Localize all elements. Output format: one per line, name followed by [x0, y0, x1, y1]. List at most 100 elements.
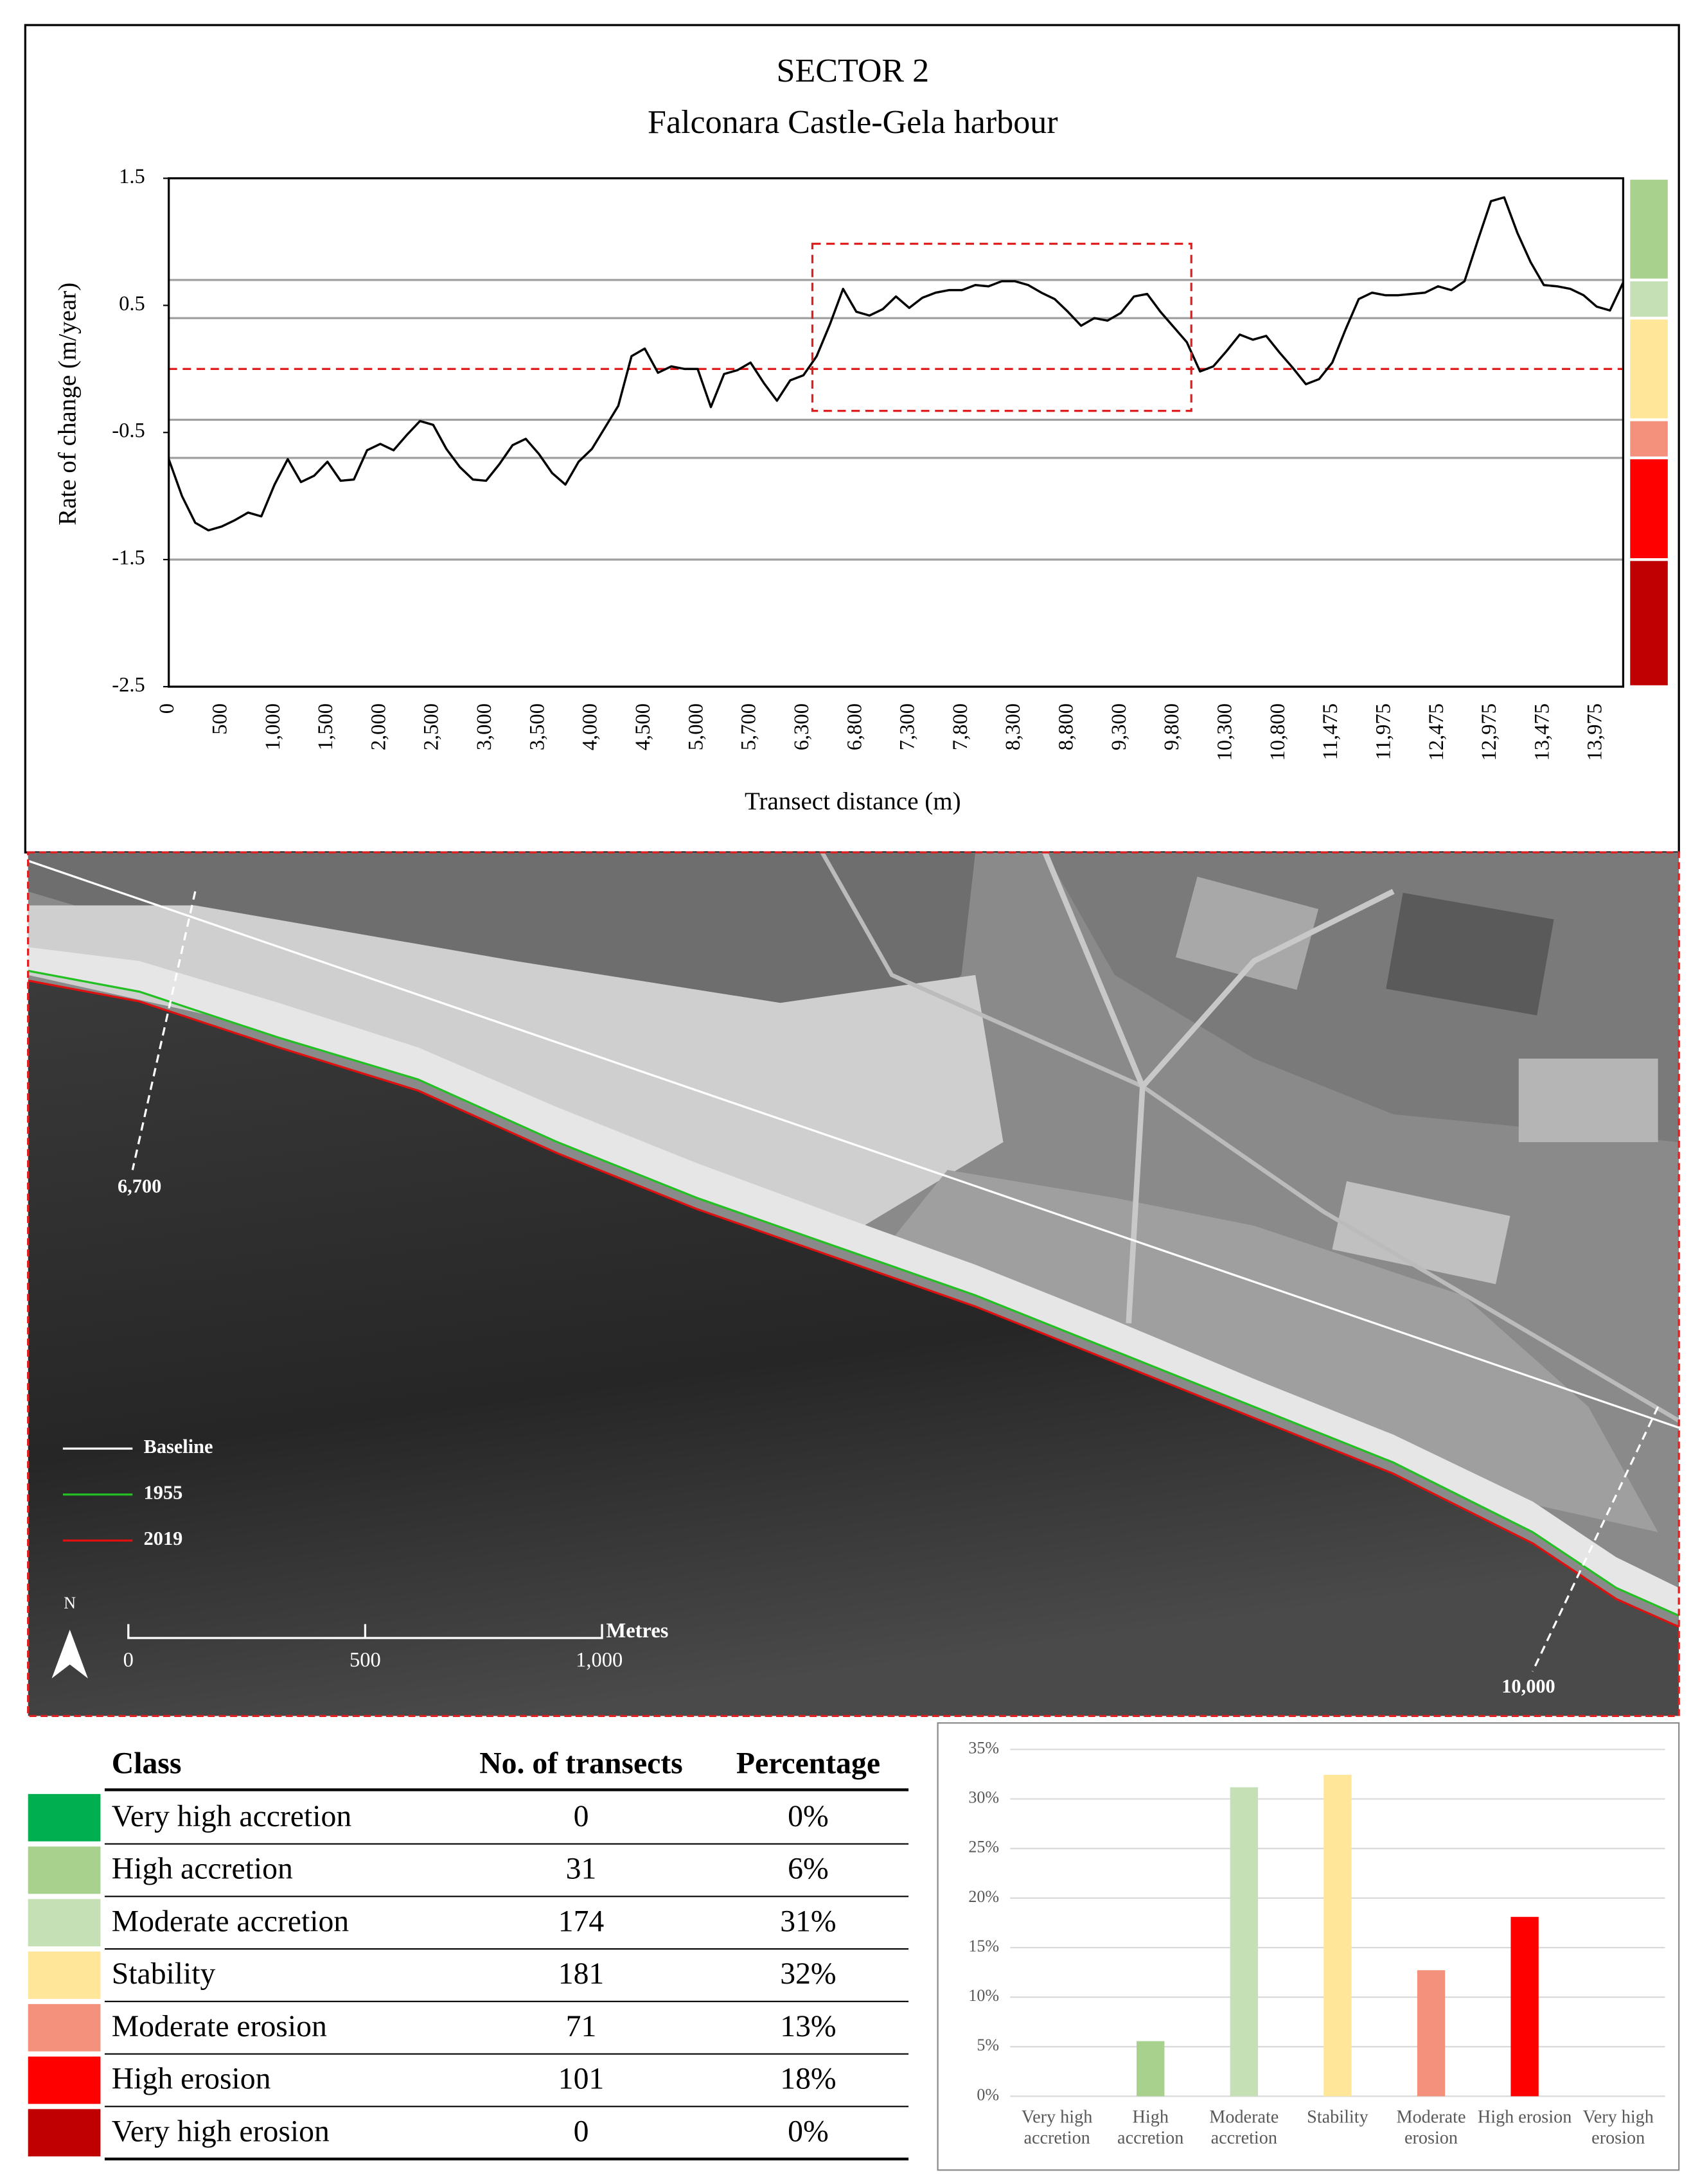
- scale-label: 1,000: [576, 1648, 623, 1671]
- north-label: N: [64, 1594, 76, 1612]
- table-cell: 0%: [788, 1799, 829, 1833]
- table-cell: 71: [566, 2009, 597, 2043]
- legend-label: 2019: [144, 1528, 183, 1549]
- map: [28, 852, 1679, 1716]
- baseline: [28, 859, 1679, 1429]
- class-swatch: [28, 2056, 101, 2104]
- y-tick-label: 35%: [968, 1738, 999, 1757]
- table-cell: 181: [558, 1957, 605, 1991]
- x-tick-label: 2,000: [367, 703, 390, 750]
- class-swatch: [28, 1899, 101, 1947]
- table-cell: 101: [558, 2062, 605, 2096]
- class-swatch: [28, 1846, 101, 1894]
- north-arrow: [51, 1629, 88, 1678]
- dunes: [28, 905, 1004, 1226]
- table-cell: Very high erosion: [112, 2114, 330, 2148]
- x-tick-label-box: High accretion: [1117, 2106, 1184, 2148]
- class-swatch: [28, 2109, 101, 2157]
- transect: [1532, 1406, 1660, 1672]
- x-axis-title: Transect distance (m): [745, 788, 961, 815]
- y-tick-label: 15%: [968, 1937, 999, 1955]
- y-tick-label: -2.5: [112, 673, 145, 696]
- bar: [1137, 2041, 1165, 2097]
- legend-label: 1955: [144, 1482, 183, 1504]
- x-tick-label: High accretion: [1117, 2106, 1184, 2148]
- y-tick-label: 20%: [968, 1887, 999, 1906]
- scale-bar: [127, 1624, 603, 1639]
- class-swatch: [28, 1793, 101, 1842]
- x-tick-label: 13,475: [1530, 703, 1554, 761]
- road: [1140, 888, 1395, 1089]
- y-tick-label: -0.5: [112, 419, 145, 443]
- legend-label: Baseline: [144, 1436, 213, 1457]
- y-axis-title: Rate of change (m/year): [54, 283, 82, 525]
- field: [1175, 876, 1319, 990]
- field: [1332, 1181, 1510, 1285]
- x-tick-label: 4,000: [579, 703, 602, 750]
- y-tick-label: 0%: [977, 2085, 999, 2104]
- x-tick-label: 3,500: [526, 703, 549, 750]
- table-cell: Moderate erosion: [112, 2009, 327, 2043]
- line-chart: -2.5 -1.5 -0.5 0.5 1.5 0 500 1,000 1,500 2,000 2,5…: [112, 165, 1668, 761]
- x-tick-label: Moderate erosion: [1396, 2106, 1466, 2148]
- x-tick-label: 1,500: [314, 703, 337, 750]
- table-cell: High erosion: [112, 2062, 271, 2096]
- class-table: Class No. of transects Percentage Very high…: [28, 1746, 909, 2161]
- table-cell: 0: [574, 1799, 589, 1833]
- x-tick-label-box: Stability: [1307, 2106, 1368, 2127]
- table-cell: High accretion: [112, 1852, 293, 1886]
- table-cell: Moderate accretion: [112, 1904, 350, 1938]
- scale-label: 0: [123, 1648, 134, 1671]
- class-color-band: [1630, 561, 1668, 685]
- table-header: Percentage: [736, 1746, 880, 1780]
- field: [1518, 1058, 1658, 1143]
- x-tick-label: 6,800: [843, 703, 866, 750]
- table-cell: 18%: [780, 2062, 836, 2096]
- x-tick-label: 8,300: [1002, 703, 1025, 750]
- table-cell: 6%: [788, 1852, 829, 1886]
- bar: [1324, 1774, 1352, 2097]
- transect-label: 6,700: [118, 1176, 161, 1197]
- x-tick-label: 10,300: [1214, 703, 1237, 761]
- table-header: Class: [112, 1746, 182, 1780]
- x-tick-label: 9,300: [1108, 703, 1131, 750]
- x-tick-label: 11,475: [1319, 703, 1342, 760]
- scale-label: 500: [350, 1648, 381, 1671]
- x-tick-label: 6,300: [790, 703, 813, 750]
- chart-title: SECTOR 2: [777, 53, 930, 89]
- shoreline-2019: [28, 979, 1679, 1628]
- x-tick-label-box: Moderate accretion: [1209, 2106, 1279, 2148]
- shoreline-1955: [28, 969, 1679, 1617]
- x-tick-label: 3,000: [473, 703, 496, 750]
- x-tick-label-box: Moderate erosion: [1396, 2106, 1466, 2148]
- highlight-box: [811, 242, 1192, 412]
- bar: [1510, 1917, 1539, 2097]
- y-tick-label: 25%: [968, 1838, 999, 1856]
- x-tick-label: 8,800: [1055, 703, 1078, 750]
- class-color-band: [1630, 179, 1668, 279]
- map-border: [27, 851, 1680, 1718]
- x-tick-label: 12,475: [1425, 703, 1448, 761]
- table-cell: 13%: [780, 2009, 836, 2043]
- x-tick-label: 500: [208, 703, 231, 735]
- x-tick-label: 1,000: [261, 703, 285, 750]
- scale-unit: Metres: [607, 1619, 669, 1642]
- y-tick-label: 0.5: [119, 292, 145, 315]
- fields: [892, 1170, 1658, 1533]
- x-tick-label: 4,500: [632, 703, 655, 750]
- class-swatch: [28, 1951, 101, 1999]
- sea: [28, 980, 1679, 1716]
- class-color-band: [1630, 421, 1668, 457]
- x-tick-label: 7,300: [896, 703, 919, 750]
- x-tick-label: Very high accretion: [1021, 2106, 1093, 2148]
- table-cell: Very high accretion: [112, 1799, 352, 1833]
- y-tick-label: 5%: [977, 2036, 999, 2054]
- class-color-band: [1630, 281, 1668, 317]
- x-tick-label: Stability: [1307, 2106, 1368, 2127]
- x-tick-label: High erosion: [1477, 2106, 1572, 2127]
- x-tick-label-box: High erosion: [1477, 2106, 1572, 2127]
- class-color-band: [1630, 319, 1668, 419]
- table-header: No. of transects: [479, 1746, 683, 1780]
